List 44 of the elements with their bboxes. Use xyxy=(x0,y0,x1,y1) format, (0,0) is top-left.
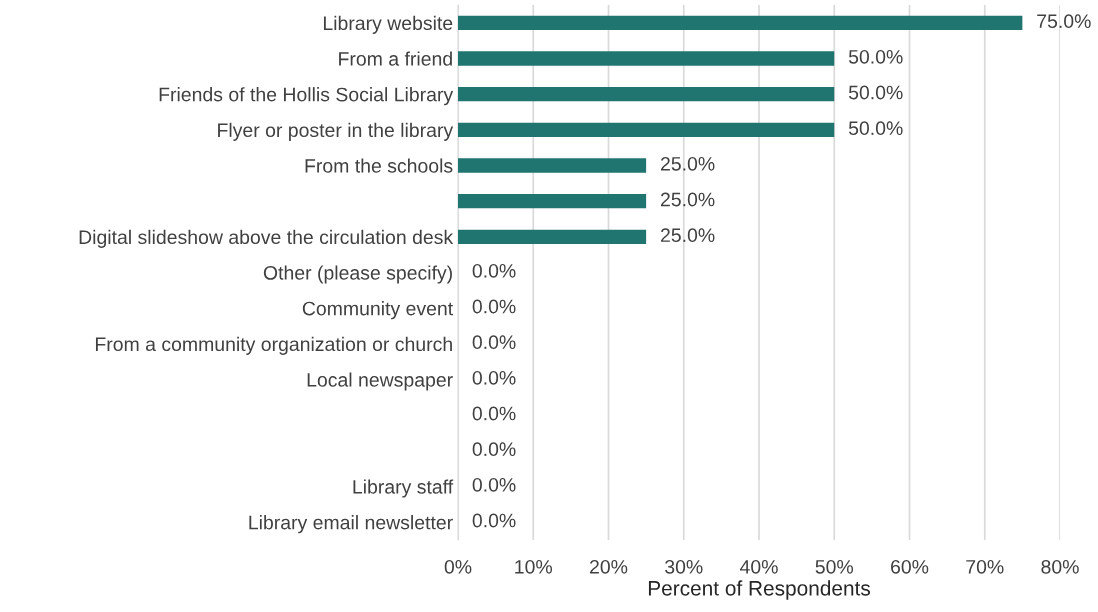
y-tick-label: From a community organization or church xyxy=(95,336,452,355)
x-tick-label: 70% xyxy=(966,559,1004,574)
y-tick-label: Local newspaper xyxy=(307,372,453,391)
bar xyxy=(458,51,835,66)
bar xyxy=(458,15,1023,30)
data-label: 0.0% xyxy=(472,335,516,350)
y-tick-label: Community event xyxy=(302,301,453,320)
x-axis-title: Percent of Respondents xyxy=(648,580,871,600)
y-tick-label: Library email newsletter xyxy=(249,515,453,534)
y-tick-label: Library staff xyxy=(353,479,454,498)
bar xyxy=(458,194,647,209)
y-tick-label: Flyer or poster in the library xyxy=(218,122,454,141)
data-label: 50.0% xyxy=(848,121,903,136)
bar xyxy=(458,229,647,244)
x-tick-label: 30% xyxy=(665,559,703,574)
data-label: 75.0% xyxy=(1037,14,1091,29)
data-label: 25.0% xyxy=(660,156,715,171)
x-tick-label: 20% xyxy=(590,559,628,574)
data-label: 0.0% xyxy=(472,406,516,421)
data-label: 0.0% xyxy=(472,299,516,314)
data-label: 50.0% xyxy=(848,85,903,100)
y-tick-label: Digital slideshow above the circulation desk xyxy=(79,229,454,248)
y-tick-label: Friends of the Hollis Social Library xyxy=(159,87,454,106)
x-tick-label: 60% xyxy=(891,559,929,574)
y-tick-label: Library website xyxy=(323,15,453,34)
data-label: 0.0% xyxy=(472,442,516,457)
data-label: 0.0% xyxy=(472,370,516,385)
y-tick-label: From the schools xyxy=(305,158,453,173)
y-tick-label: From a friend xyxy=(339,51,452,66)
x-tick-label: 50% xyxy=(815,559,854,574)
data-label: 0.0% xyxy=(472,263,516,278)
data-label: 25.0% xyxy=(660,228,715,243)
x-tick-label: 10% xyxy=(515,559,553,574)
x-tick-label: 40% xyxy=(739,559,778,574)
y-tick-label: Other (please specify) xyxy=(263,265,452,284)
bar xyxy=(458,122,835,137)
bar xyxy=(458,158,647,173)
data-label: 0.0% xyxy=(472,513,516,528)
data-label: 50.0% xyxy=(848,49,903,64)
x-tick-label: 0% xyxy=(444,559,472,574)
data-label: 25.0% xyxy=(660,192,715,207)
x-tick-label: 80% xyxy=(1041,559,1079,574)
bar xyxy=(458,87,835,102)
data-label: 0.0% xyxy=(472,477,516,492)
